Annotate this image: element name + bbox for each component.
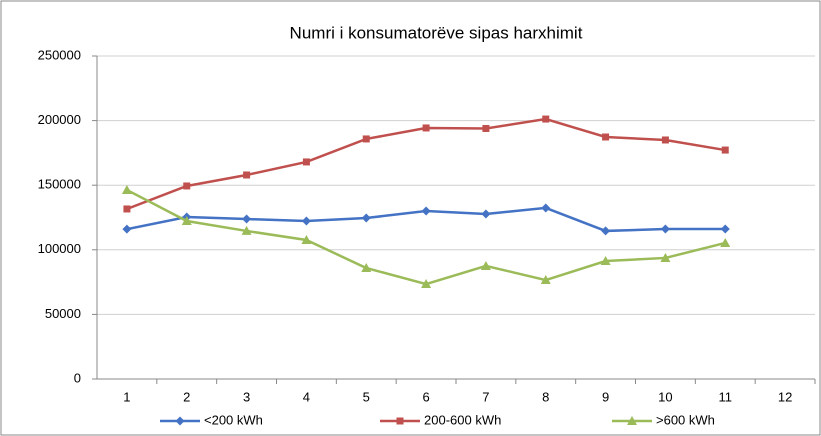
x-tick-label: 12 [778, 389, 792, 404]
legend-label: >600 kWh [656, 412, 715, 427]
x-tick-label: 1 [123, 389, 130, 404]
marker [396, 417, 404, 425]
marker [362, 135, 370, 143]
marker [660, 252, 671, 262]
marker [241, 225, 252, 235]
marker [720, 237, 731, 247]
marker [361, 263, 372, 273]
x-tick-label: 3 [243, 389, 250, 404]
marker [602, 133, 610, 141]
x-tick-label: 7 [482, 389, 489, 404]
legend-label: <200 kWh [204, 412, 263, 427]
marker [422, 124, 430, 132]
y-tick-label: 200000 [38, 112, 81, 127]
x-tick-label: 6 [422, 389, 429, 404]
x-tick-label: 5 [363, 389, 370, 404]
marker [242, 214, 252, 224]
y-tick-label: 150000 [38, 177, 81, 192]
marker [542, 115, 550, 123]
x-tick-label: 11 [719, 389, 733, 404]
x-tick-label: 10 [658, 389, 672, 404]
marker [123, 205, 131, 213]
x-tick-label: 8 [542, 389, 549, 404]
marker [540, 275, 551, 285]
marker [421, 206, 431, 216]
chart-title: Numri i konsumatorëve sipas harxhimit [290, 23, 583, 42]
marker [175, 416, 185, 426]
marker [181, 215, 192, 225]
x-tick-label: 9 [602, 389, 609, 404]
marker [627, 416, 637, 425]
marker [302, 158, 310, 166]
x-tick-label: 4 [303, 389, 310, 404]
marker [601, 226, 611, 236]
y-tick-label: 0 [74, 370, 81, 385]
marker [243, 171, 251, 179]
y-tick-label: 250000 [38, 47, 81, 62]
marker [660, 224, 670, 234]
marker [721, 146, 729, 154]
x-tick-label: 2 [183, 389, 190, 404]
marker [720, 224, 730, 234]
marker [122, 224, 132, 234]
marker [541, 203, 551, 213]
marker [482, 124, 490, 132]
marker [121, 184, 132, 194]
marker [361, 213, 371, 223]
marker [481, 209, 491, 219]
marker [661, 136, 669, 144]
marker [183, 182, 191, 190]
marker [421, 279, 432, 289]
marker [600, 256, 611, 266]
y-tick-label: 100000 [38, 241, 81, 256]
y-tick-label: 50000 [45, 306, 81, 321]
marker [480, 260, 491, 270]
legend-label: 200-600 kWh [424, 412, 501, 427]
marker [301, 216, 311, 226]
marker [301, 234, 312, 244]
